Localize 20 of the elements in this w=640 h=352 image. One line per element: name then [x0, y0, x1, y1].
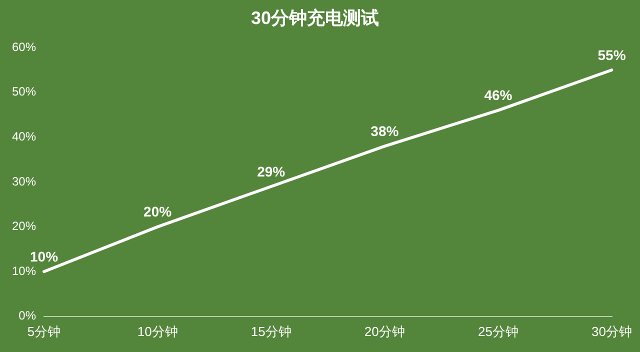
chart-title: 30分钟充电测试: [250, 8, 380, 28]
x-tick-label: 20分钟: [364, 324, 405, 339]
x-tick-label: 30分钟: [592, 324, 632, 339]
x-tick-label: 10分钟: [137, 324, 178, 339]
y-tick-label: 60%: [12, 40, 36, 54]
text: 29%: [257, 163, 286, 180]
x-tick-label: 5分钟: [27, 324, 61, 339]
y-tick-label: 40%: [12, 130, 36, 144]
text: 55%: [598, 46, 626, 63]
y-tick-label: 0%: [18, 308, 36, 323]
y-tick-label: 10%: [12, 264, 36, 278]
y-tick-label: 30%: [12, 174, 36, 188]
text: 20%: [144, 204, 172, 220]
x-tick-label: 15分钟: [250, 324, 292, 339]
y-tick-label: 20%: [12, 219, 36, 234]
x-tick-label: 25分钟: [478, 324, 518, 339]
y-tick-label: 50%: [12, 84, 36, 99]
text: 10%: [30, 248, 58, 264]
text: 46%: [484, 87, 512, 104]
text: 38%: [370, 123, 399, 140]
